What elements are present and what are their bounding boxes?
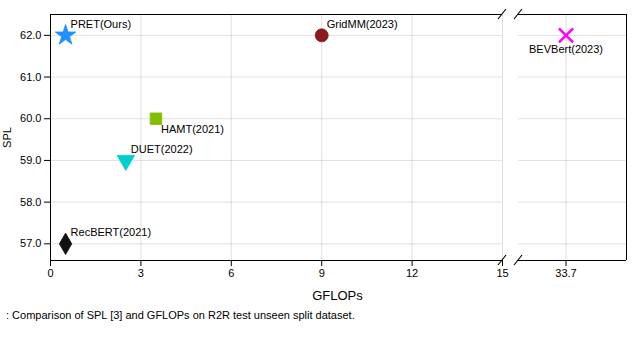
svg-text:BEVBert(2023): BEVBert(2023) — [529, 43, 603, 55]
svg-text:33.7: 33.7 — [555, 267, 576, 279]
svg-text:PRET(Ours): PRET(Ours) — [71, 18, 132, 30]
svg-text:9: 9 — [319, 267, 325, 279]
svg-text:3: 3 — [138, 267, 144, 279]
svg-text:12: 12 — [406, 267, 418, 279]
svg-text:59.0: 59.0 — [20, 154, 41, 166]
svg-text:58.0: 58.0 — [20, 196, 41, 208]
svg-text:62.0: 62.0 — [20, 29, 41, 41]
svg-text:6: 6 — [228, 267, 234, 279]
svg-text:DUET(2022): DUET(2022) — [131, 143, 193, 155]
svg-text:RecBERT(2021): RecBERT(2021) — [71, 226, 152, 238]
svg-text:0: 0 — [47, 267, 53, 279]
svg-text:61.0: 61.0 — [20, 71, 41, 83]
svg-text:HAMT(2021): HAMT(2021) — [161, 123, 224, 135]
svg-text:15: 15 — [496, 267, 508, 279]
svg-text:57.0: 57.0 — [20, 237, 41, 249]
svg-text:SPL: SPL — [1, 127, 13, 148]
html-text:GFLOPs: GFLOPs — [312, 288, 363, 303]
svg-text:GridMM(2023): GridMM(2023) — [327, 18, 398, 30]
html-text:: Comparison of SPL [3] and GF: : Comparison of SPL [3] and GFLOPs on R2… — [6, 309, 355, 321]
svg-text:60.0: 60.0 — [20, 112, 41, 124]
